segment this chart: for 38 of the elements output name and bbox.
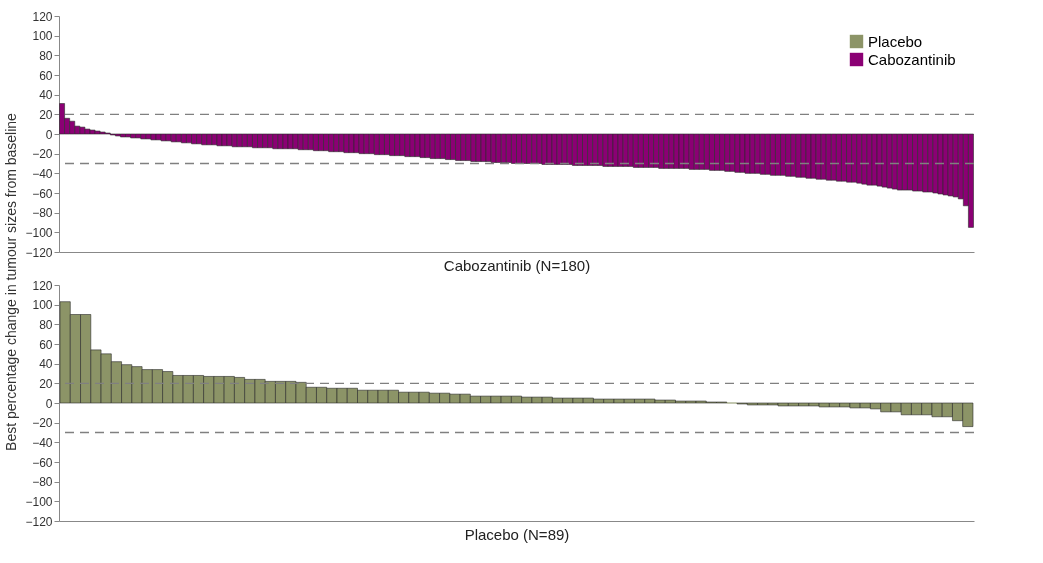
y-tick-label: 80 [39, 48, 53, 63]
y-tick-label: 120 [32, 278, 53, 293]
legend-label: Cabozantinib [868, 50, 956, 68]
y-tick-label: 100 [32, 29, 53, 44]
y-tick-label: −60 [32, 186, 53, 201]
y-tick-label: −20 [32, 416, 53, 431]
y-tick-label: −80 [32, 475, 53, 490]
x-axis-title: Cabozantinib (N=180) [443, 256, 591, 274]
legend-label: Placebo [868, 32, 923, 50]
y-tick-label: 100 [32, 298, 53, 313]
bar [500, 133, 507, 163]
y-tick-label: 0 [45, 127, 53, 142]
y-tick-label: 0 [45, 396, 53, 411]
bar [175, 133, 182, 143]
y-tick-label: −40 [32, 435, 53, 450]
bar [825, 133, 832, 181]
y-tick-label: −60 [32, 455, 53, 470]
y-tick-label: −80 [32, 206, 53, 221]
y-tick-label: 60 [39, 68, 53, 83]
bar [566, 133, 573, 165]
y-tick-label: −120 [25, 514, 53, 529]
y-tick-label: −20 [32, 147, 53, 162]
y-tick-label: 120 [32, 9, 53, 24]
y-tick-label: 20 [39, 107, 53, 122]
y-tick-label: −40 [32, 166, 53, 181]
y-tick-label: −120 [25, 245, 53, 260]
bar [302, 133, 309, 151]
bar [434, 133, 441, 159]
y-tick-label: 40 [39, 357, 53, 372]
x-axis-title: Placebo (N=89) [464, 525, 570, 543]
bar [368, 133, 375, 154]
y-tick-label: 20 [39, 376, 53, 391]
y-tick-label: 60 [39, 337, 53, 352]
y-tick-label: 80 [39, 317, 53, 332]
y-axis-title: Best percentage change in tumour sizes from baseline [3, 112, 19, 451]
y-tick-label: −100 [25, 225, 53, 240]
y-tick-label: −100 [25, 494, 53, 509]
y-tick-label: 40 [39, 88, 53, 103]
